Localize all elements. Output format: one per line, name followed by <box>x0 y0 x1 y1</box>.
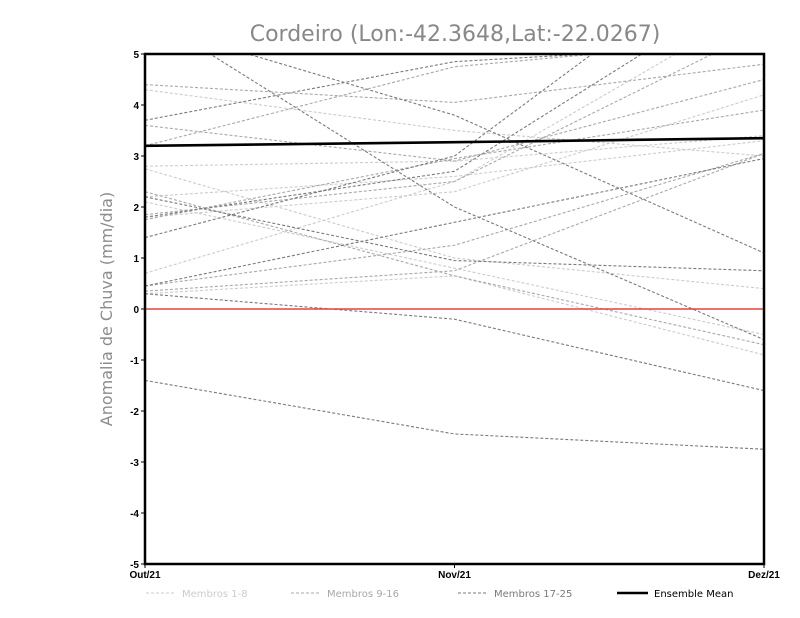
series-line-m24 <box>145 379 764 450</box>
y-tick-label: -2 <box>130 407 139 418</box>
y-axis-ticks: 5 4 3 2 1 0 -1 -2 -3 -4 -5 <box>130 50 145 571</box>
ensemble-mean-line <box>145 136 764 148</box>
series-line-m15 <box>145 54 714 216</box>
x-tick-label: Dez/21 <box>748 570 780 581</box>
legend: Membros 1-8 Membros 9-16 Membros 17-25 E… <box>146 589 733 600</box>
y-tick-label: 5 <box>133 50 139 61</box>
series-line-m14 <box>145 191 764 346</box>
y-tick-label: 4 <box>133 101 139 112</box>
x-tick-label: Out/21 <box>129 570 161 581</box>
y-tick-label: 3 <box>133 152 139 163</box>
series-line-m12 <box>145 152 764 287</box>
series-line-m7 <box>145 89 764 157</box>
series-line-m10 <box>145 54 602 147</box>
series-line-m8 <box>145 201 764 336</box>
series-line-m6 <box>145 275 764 356</box>
legend-label-membros-9-16: Membros 9-16 <box>327 589 399 600</box>
series-line-m22 <box>145 196 764 272</box>
plot-frame <box>143 52 766 566</box>
x-tick-label: Nov/21 <box>438 570 471 581</box>
y-tick-label: -5 <box>130 560 139 571</box>
y-tick-label: 1 <box>133 254 139 265</box>
y-tick-label: 0 <box>133 305 139 316</box>
legend-label-membros-1-8: Membros 1-8 <box>182 589 248 600</box>
y-tick-label: 2 <box>133 203 139 214</box>
series-line-m23 <box>145 293 764 392</box>
series-line-m16 <box>145 78 764 162</box>
series-line-m2 <box>145 140 764 198</box>
y-tick-label: -4 <box>130 509 139 520</box>
series-line-m9 <box>145 63 764 104</box>
legend-label-ensemble-mean: Ensemble Mean <box>654 589 733 600</box>
series-layer <box>145 54 764 450</box>
series-line-m13 <box>145 152 764 292</box>
series-line-m25 <box>145 54 593 239</box>
series-line-m20 <box>145 54 643 218</box>
x-axis-ticks: Out/21 Nov/21 Dez/21 <box>129 564 780 581</box>
chart-title: Cordeiro (Lon:-42.3648,Lat:-22.0267) <box>250 22 661 47</box>
series-line-m19 <box>209 54 764 341</box>
series-line-m4 <box>145 94 764 218</box>
series-line-m1 <box>145 135 764 167</box>
series-line-m17 <box>145 54 597 121</box>
series-line-m5 <box>145 168 764 290</box>
y-tick-label: -3 <box>130 458 139 469</box>
series-line-m18 <box>246 54 764 254</box>
y-axis-label: Anomalia de Chuva (mm/dia) <box>97 192 116 426</box>
y-tick-label: -1 <box>130 356 139 367</box>
series-line-m21 <box>145 158 764 287</box>
series-line-m11 <box>145 109 764 221</box>
legend-label-membros-17-25: Membros 17-25 <box>494 589 572 600</box>
